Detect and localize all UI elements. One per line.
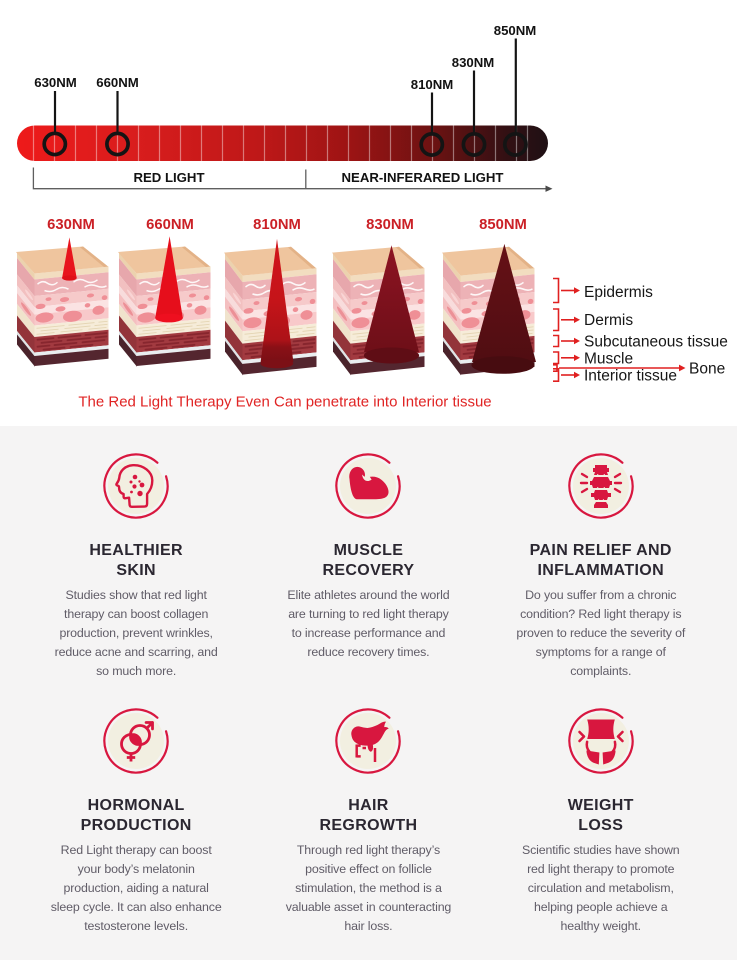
svg-text:Subcutaneous tissue: Subcutaneous tissue: [584, 334, 728, 351]
svg-text:660NM: 660NM: [96, 75, 139, 90]
svg-text:Epidermis: Epidermis: [584, 284, 653, 301]
svg-text:830NM: 830NM: [366, 217, 414, 233]
svg-text:810NM: 810NM: [411, 77, 454, 92]
svg-text:830NM: 830NM: [452, 55, 495, 70]
svg-text:630NM: 630NM: [47, 217, 95, 233]
svg-text:630NM: 630NM: [34, 75, 77, 90]
svg-text:810NM: 810NM: [253, 217, 301, 233]
svg-text:Interior tissue: Interior tissue: [584, 368, 677, 385]
svg-text:RED LIGHT: RED LIGHT: [133, 170, 204, 185]
svg-text:Dermis: Dermis: [584, 312, 633, 329]
svg-text:850NM: 850NM: [494, 23, 537, 38]
svg-text:The Red Light Therapy Even Ca: The Red Light Therapy Even Can penetrate…: [78, 394, 491, 411]
svg-text:NEAR-INFERARED LIGHT: NEAR-INFERARED LIGHT: [342, 170, 504, 185]
svg-text:660NM: 660NM: [146, 217, 194, 233]
svg-text:Bone: Bone: [689, 361, 725, 378]
svg-text:850NM: 850NM: [479, 217, 527, 233]
svg-text:Muscle: Muscle: [584, 351, 633, 368]
